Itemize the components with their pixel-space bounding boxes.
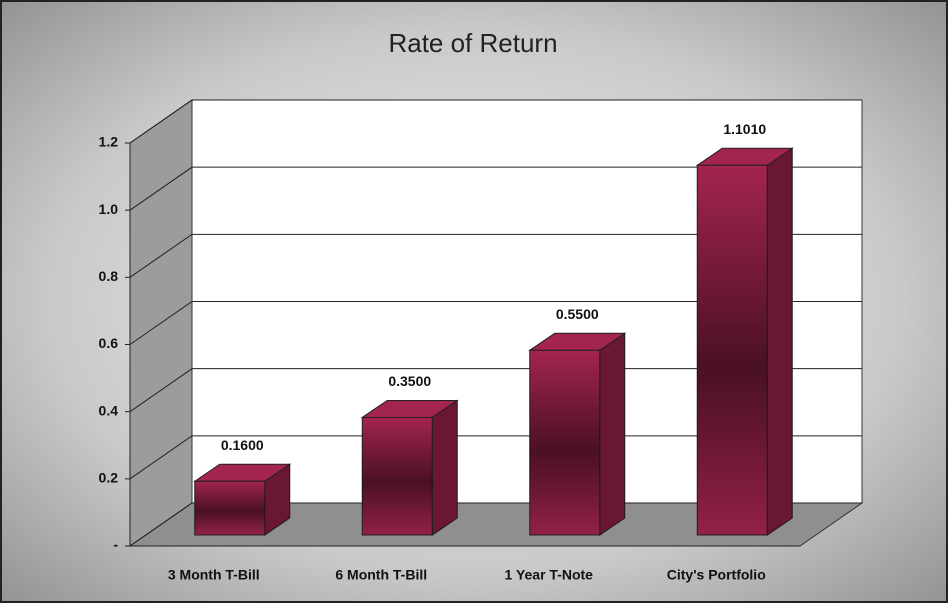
bar-shade xyxy=(529,350,600,535)
x-tick-label: City's Portfolio xyxy=(667,567,766,583)
value-label: 1.1010 xyxy=(723,121,766,137)
x-tick-label: 1 Year T-Note xyxy=(505,567,594,583)
y-tick-label: 1.2 xyxy=(99,134,119,150)
grid-line xyxy=(129,99,862,144)
bar-side-shade xyxy=(432,400,458,535)
bar-side-shade xyxy=(599,333,625,535)
plot-area: - 0.2 0.4 0.6 0.8 1.0 1.2 3 Month T-Bill 0.1600 6… xyxy=(99,99,864,583)
y-tick-label: 0.6 xyxy=(99,335,119,351)
y-tick-label: 0.8 xyxy=(99,268,119,284)
grid-line xyxy=(129,368,862,413)
value-label: 0.3500 xyxy=(388,373,431,389)
bar-shade xyxy=(362,417,433,535)
grid-line xyxy=(129,166,862,211)
bar-side-shade xyxy=(264,464,290,535)
y-tick-label: - xyxy=(113,537,118,553)
value-label: 0.5500 xyxy=(556,306,599,322)
x-tick-label: 3 Month T-Bill xyxy=(168,567,260,583)
bar-side-shade xyxy=(767,148,793,535)
value-label: 0.1600 xyxy=(221,437,264,453)
grid-line xyxy=(129,233,862,278)
chart-title: Rate of Return xyxy=(388,28,557,58)
y-tick-label: 0.2 xyxy=(99,470,119,486)
x-tick-label: 6 Month T-Bill xyxy=(335,567,427,583)
y-tick-label: 1.0 xyxy=(99,201,119,217)
grid-line xyxy=(129,502,862,547)
grid-line xyxy=(129,301,862,345)
bar-shade xyxy=(194,481,265,535)
bar-shade xyxy=(697,165,768,535)
y-tick-label: 0.4 xyxy=(99,402,119,418)
grid-line xyxy=(129,435,862,480)
